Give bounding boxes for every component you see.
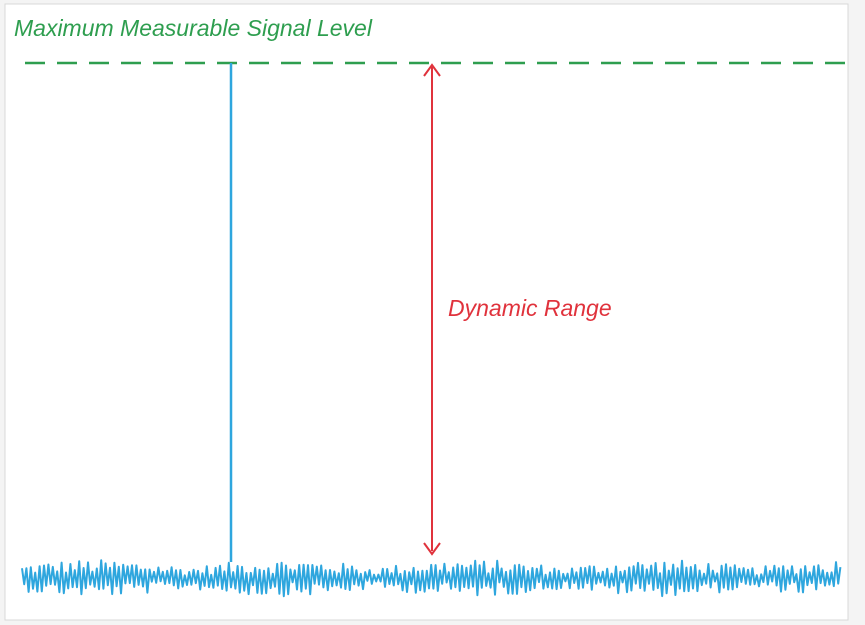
- dynamic-range-label: Dynamic Range: [448, 295, 612, 321]
- range-arrow-head-top: [423, 63, 441, 77]
- max-level-label: Maximum Measurable Signal Level: [14, 15, 373, 41]
- noise-floor: [21, 559, 842, 598]
- panel: [4, 3, 849, 621]
- range-arrow-head-bottom: [423, 542, 441, 556]
